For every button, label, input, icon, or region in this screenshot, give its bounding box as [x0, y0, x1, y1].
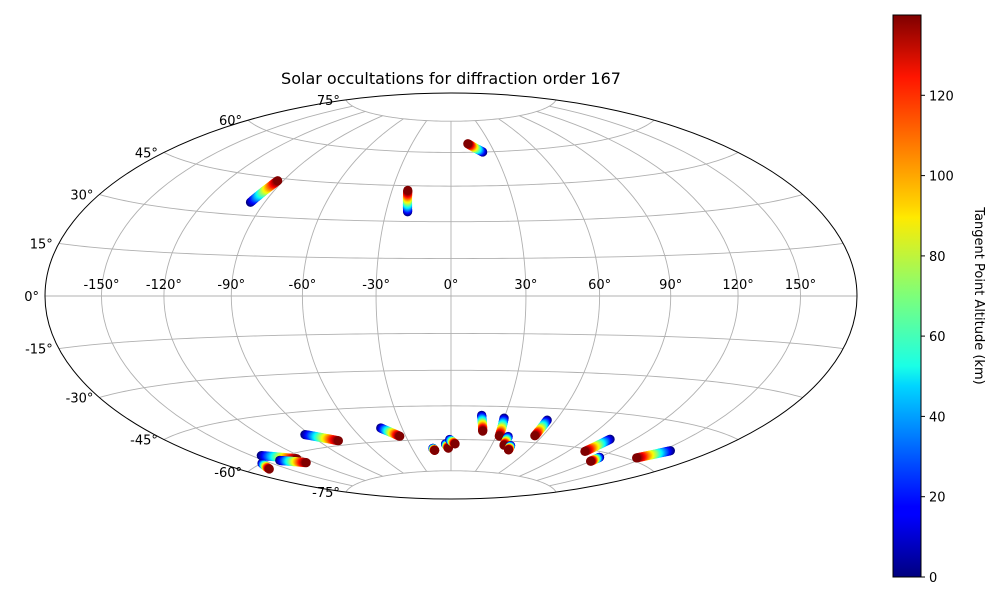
longitude-gridline: [230, 115, 383, 477]
longitude-gridline: [498, 118, 601, 474]
latitude-tick-labels: 75° 60° 45° 30° 15° 0° -15° -30° -45° -60° -75°: [24, 94, 340, 501]
occultation-track: [275, 455, 311, 468]
longitude-gridline: [301, 118, 404, 474]
longitude-tick-label: 90°: [659, 278, 682, 293]
longitude-tick-label: -150°: [83, 278, 119, 293]
colorbar-tick-label: 20: [929, 491, 946, 506]
longitude-tick-label: 60°: [588, 278, 611, 293]
colorbar-tick-label: 120: [929, 89, 954, 104]
longitude-tick-label: -30°: [362, 278, 390, 293]
colorbar-label: Tangent Point Altitude (km): [971, 206, 986, 384]
latitude-tick-label: -15°: [25, 343, 53, 358]
longitude-tick-label: 0°: [444, 278, 459, 293]
latitude-tick-label: 45°: [135, 147, 158, 162]
longitude-tick-label: 30°: [514, 278, 537, 293]
longitude-tick-label: 150°: [785, 278, 816, 293]
occultation-point: [395, 431, 405, 441]
occultation-point: [580, 446, 590, 456]
occultation-track: [530, 415, 552, 441]
occultation-point: [333, 436, 343, 446]
occultation-point: [478, 426, 488, 436]
occultation-track: [445, 434, 460, 449]
colorbar-gradient: [892, 14, 922, 578]
occultation-track: [586, 452, 605, 466]
occultation-track: [477, 410, 488, 436]
occultation-track: [503, 441, 516, 455]
latitude-tick-label: 75°: [317, 94, 340, 109]
longitude-gridline: [519, 115, 672, 477]
occultation-track: [463, 139, 488, 157]
occultation-track: [580, 434, 615, 456]
occultation-track: [402, 185, 413, 217]
map-boundary: [44, 92, 858, 500]
longitude-tick-label: -60°: [289, 278, 317, 293]
latitude-tick-label: -60°: [214, 466, 242, 481]
longitude-tick-labels: -150° -120° -90° -60° -30° 0° 30° 60° 90° 120° 150…: [83, 278, 816, 293]
longitude-tick-label: -120°: [146, 278, 182, 293]
occultation-track: [245, 176, 283, 207]
colorbar-tick-label: 40: [929, 410, 946, 425]
occultation-point: [301, 458, 311, 468]
latitude-tick-label: -30°: [66, 392, 94, 407]
occultation-point: [450, 439, 460, 449]
occultation-track: [376, 423, 405, 441]
occultation-point: [503, 445, 514, 455]
occultation-track: [257, 458, 274, 474]
latitude-tick-label: 60°: [219, 114, 242, 129]
longitude-gridline: [101, 105, 353, 487]
colorbar-tick-label: 60: [929, 330, 946, 345]
colorbar-tick-label: 100: [929, 170, 954, 185]
occultation-point: [586, 456, 596, 466]
occultation-point: [403, 185, 413, 195]
colorbar-ticks: 0 20 40 60 80 100 120: [921, 89, 954, 586]
chart-title: Solar occultations for diffraction order…: [281, 69, 621, 88]
latitude-tick-label: 15°: [30, 238, 53, 253]
longitude-gridline: [163, 111, 366, 481]
longitude-tick-label: 120°: [722, 278, 753, 293]
occultation-points: [245, 139, 676, 474]
occultation-track: [632, 446, 676, 463]
longitude-tick-label: -90°: [217, 278, 245, 293]
occultation-point: [530, 431, 540, 441]
latitude-tick-label: -75°: [312, 486, 340, 501]
latitude-tick-label: 0°: [24, 290, 39, 305]
occultation-track: [494, 413, 509, 441]
longitude-gridline: [536, 111, 739, 481]
longitude-gridline: [375, 120, 428, 472]
colorbar-tick-label: 80: [929, 250, 946, 265]
map-grid: [45, 99, 857, 493]
occultation-point: [264, 464, 274, 474]
longitude-gridline: [549, 105, 801, 487]
occultation-point: [463, 139, 473, 149]
colorbar-tick-label: 0: [929, 571, 937, 586]
occultation-point: [273, 176, 283, 186]
colorbar: 0 20 40 60 80 100 120 Tangent Point Altitude (…: [892, 14, 986, 586]
occultation-point: [494, 431, 504, 441]
map-area: -150° -120° -90° -60° -30° 0° 30° 60° 90° 120° 150…: [24, 92, 858, 501]
occultation-point: [632, 453, 642, 463]
latitude-tick-label: -45°: [130, 434, 158, 449]
occultation-point: [430, 445, 440, 455]
occultation-track: [428, 443, 440, 455]
latitude-tick-label: 30°: [70, 189, 93, 204]
occultation-track: [300, 430, 343, 446]
